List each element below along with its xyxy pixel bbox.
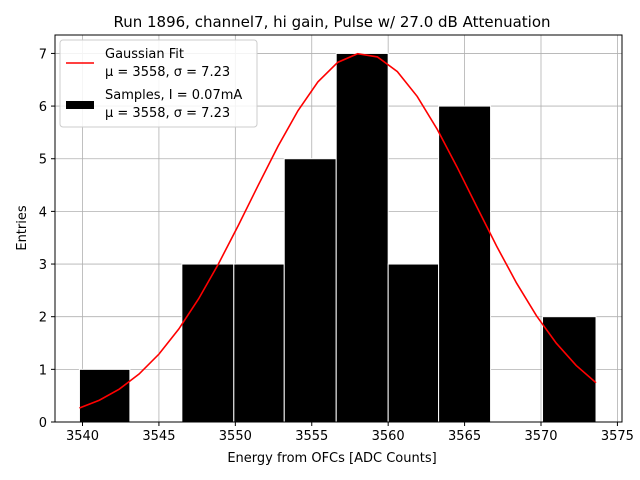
histogram-bar-3 [233,263,285,423]
legend-fit-stats: μ = 3558, σ = 7.23 [105,65,230,80]
histogram-bars [78,52,597,423]
plot-frame [54,34,623,423]
y-tick-label-2: 2 [39,311,47,326]
histogram-bar-6 [387,263,440,423]
y-axis-label: Entries [15,205,30,251]
legend-samples-label: Samples, I = 0.07mA [105,88,242,103]
x-tick-label-4: 3560 [372,429,405,444]
histogram-bar-7 [438,105,492,423]
y-tick-label-7: 7 [39,47,47,62]
histogram-bar-0 [78,368,131,423]
x-tick-label-1: 3545 [142,429,175,444]
legend-samples-stats: μ = 3558, σ = 7.23 [105,106,230,121]
legend: Gaussian Fit μ = 3558, σ = 7.23 Samples,… [59,39,258,128]
y-axis-ticks: 0 1 2 3 4 5 6 7 [39,47,55,431]
histogram-bar-5 [335,52,389,423]
x-tick-label-5: 3565 [448,429,481,444]
chart-title: Run 1896, channel7, hi gain, Pulse w/ 27… [113,13,550,31]
gaussian-fit-line [79,52,597,409]
legend-fit-label: Gaussian Fit [105,47,184,62]
gaussian-fit-layer [79,52,597,409]
y-tick-label-6: 6 [39,100,47,115]
x-tick-label-0: 3540 [66,429,99,444]
x-tick-label-7: 3575 [601,429,634,444]
x-tick-label-3: 3555 [295,429,328,444]
y-tick-label-1: 1 [39,363,47,378]
x-axis-label: Energy from OFCs [ADC Counts] [227,451,436,466]
histogram-bar-9 [542,316,597,423]
legend-samples-swatch [66,101,94,109]
x-tick-label-6: 3570 [524,429,557,444]
y-tick-label-0: 0 [39,416,47,431]
x-axis-ticks: 3540 3545 3550 3555 3560 3565 3570 3575 [66,422,634,444]
y-tick-label-5: 5 [39,153,47,168]
y-tick-label-3: 3 [39,258,47,273]
x-tick-label-2: 3550 [219,429,252,444]
legend-box [59,39,258,128]
histogram-bar-2 [181,263,235,423]
y-tick-label-4: 4 [39,205,47,220]
histogram-bar-4 [283,158,337,423]
